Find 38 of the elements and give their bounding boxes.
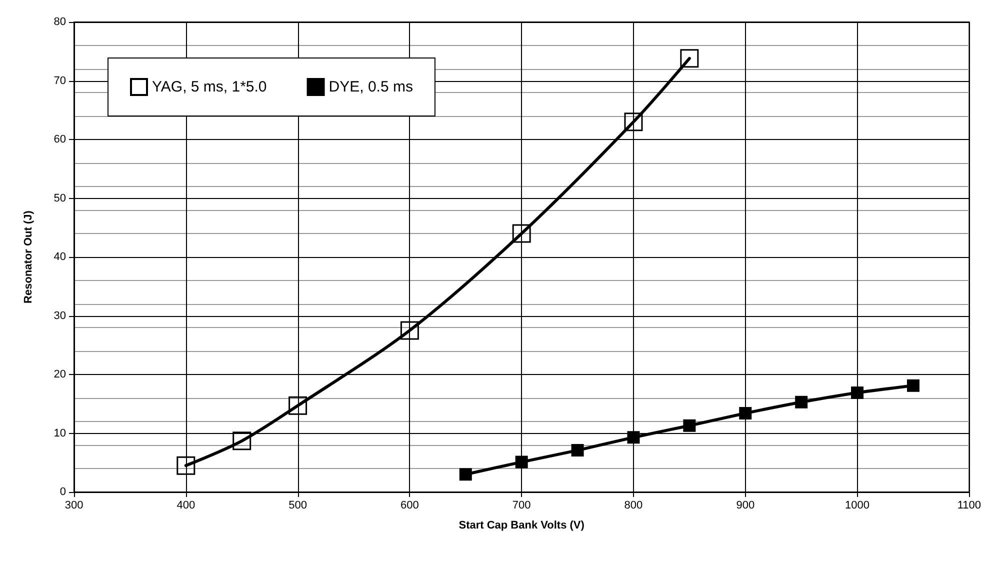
legend-label: DYE, 0.5 ms [328, 78, 413, 96]
y-tick-label: 70 [54, 74, 66, 87]
point [851, 386, 864, 399]
x-tick-label: 700 [512, 500, 531, 512]
point [571, 444, 584, 457]
legend-label: YAG, 5 ms, 1*5.0 [152, 78, 267, 96]
x-tick-label: 1100 [957, 500, 981, 512]
x-tick-label: 300 [64, 500, 84, 512]
y-axis-title: Resonator Out (J) [22, 210, 34, 304]
point [739, 407, 752, 420]
y-tick-label: 50 [54, 192, 66, 204]
y-tick-label: 80 [54, 16, 66, 28]
point [515, 456, 528, 468]
point [683, 419, 696, 432]
point [459, 468, 472, 481]
x-tick-label: 400 [176, 500, 196, 512]
y-tick-label: 0 [60, 486, 66, 498]
y-tick-label: 20 [54, 368, 66, 380]
point [512, 224, 531, 243]
point [232, 432, 252, 450]
x-axis-title: Start Cap Bank Volts (V) [458, 520, 585, 532]
point [288, 396, 308, 415]
point [400, 321, 419, 340]
y-tick-label: 10 [54, 427, 66, 440]
x-tick-label: 900 [736, 500, 755, 512]
y-tick-label: 60 [54, 134, 66, 146]
y-tick-label: 40 [54, 251, 66, 263]
y-tick-label: 30 [54, 310, 66, 322]
x-tick-label: 600 [400, 500, 419, 512]
point [627, 431, 640, 444]
point [795, 396, 808, 408]
point [906, 379, 920, 392]
point [624, 112, 643, 132]
x-tick-label: 800 [624, 500, 643, 512]
point [680, 49, 699, 68]
x-tick-label: 500 [288, 500, 307, 512]
point [176, 456, 196, 475]
x-tick-label: 1000 [845, 500, 870, 512]
